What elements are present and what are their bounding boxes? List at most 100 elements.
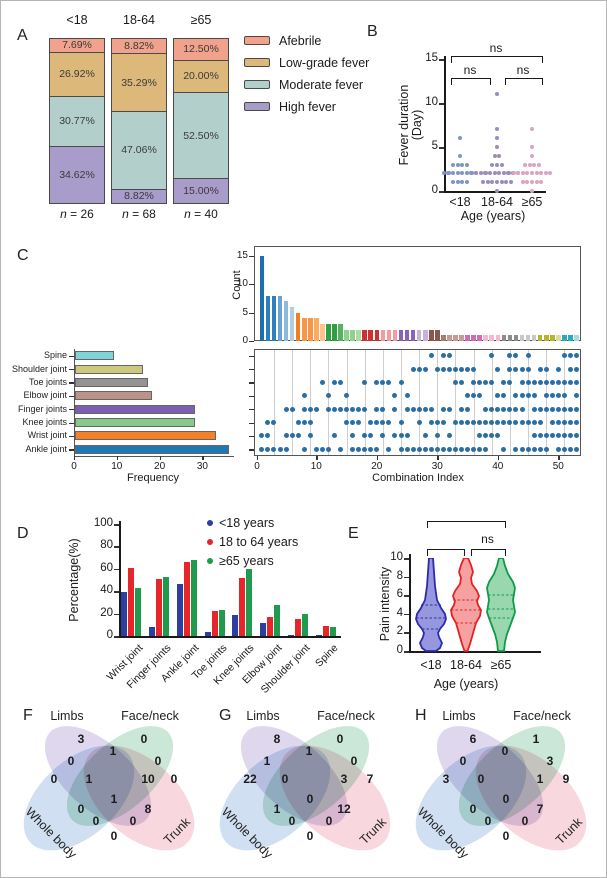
- panel-c-combination-axis-label: Combination Index: [372, 472, 464, 484]
- matrix-gridline: [292, 350, 294, 455]
- matrix-dot: [459, 406, 464, 412]
- matrix-dot: [507, 379, 513, 385]
- frequency-row-label: Finger joints: [17, 403, 67, 414]
- matrix-dot: [495, 393, 501, 399]
- frequency-row-tick: [69, 449, 74, 451]
- matrix-dot: [465, 406, 471, 412]
- frequency-row-label: Elbow joint: [23, 390, 67, 401]
- count-bar: [562, 335, 567, 341]
- matrix-dot: [307, 420, 313, 426]
- segment-value-label: 34.62%: [59, 169, 95, 182]
- matrix-dot: [477, 446, 483, 452]
- stacked-bar-segment: 8.82%: [112, 188, 166, 203]
- matrix-dot: [537, 433, 543, 439]
- matrix-row-tick: [249, 435, 254, 438]
- count-bar: [362, 329, 367, 341]
- frequency-bar: [75, 364, 144, 374]
- matrix-dot: [543, 366, 549, 372]
- venn-region-count-wholebody_faceneck: 0: [77, 802, 85, 816]
- percentage-bar: [274, 604, 280, 636]
- matrix-dot: [561, 353, 567, 359]
- frequency-row-label: Shoulder joint: [11, 363, 67, 374]
- data-point: [497, 153, 502, 158]
- matrix-dot: [338, 379, 343, 385]
- matrix-dot: [519, 393, 525, 399]
- venn-set-label-limbs: Limbs: [442, 709, 476, 723]
- matrix-dot: [422, 446, 428, 452]
- frequency-row-label: Spine: [43, 350, 67, 361]
- count-bar: [495, 335, 501, 341]
- venn-region-count-wholebody_limbs_trunk: 0: [325, 814, 333, 828]
- y-tick: [114, 613, 119, 616]
- data-point: [485, 180, 490, 185]
- venn-region-count-faceneck: 0: [140, 732, 148, 746]
- data-point: [492, 171, 497, 176]
- venn-region-count-wholebody_trunk: 0: [502, 829, 510, 843]
- matrix-dot: [561, 420, 567, 426]
- legend-swatch: [244, 58, 270, 67]
- venn-region-count-wholebody_faceneck_trunk: 0: [484, 814, 492, 828]
- venn-region-count-all: 1: [110, 792, 118, 806]
- count-bar: [447, 335, 452, 341]
- data-point: [494, 180, 500, 185]
- count-bar: [314, 318, 319, 341]
- matrix-dot: [440, 406, 446, 412]
- panel-g-letter: G: [219, 707, 232, 724]
- matrix-dot: [452, 420, 458, 426]
- venn-region-count-wholebody_faceneck: 1: [273, 802, 281, 816]
- segment-value-label: 47.06%: [121, 144, 157, 157]
- data-point: [490, 162, 495, 167]
- y-tick: [439, 191, 444, 193]
- y-tick: [404, 558, 409, 560]
- matrix-dot: [446, 446, 452, 452]
- y-axis-line: [409, 554, 411, 651]
- matrix-dot: [338, 406, 343, 412]
- x-tick-label: 18-64: [450, 658, 482, 672]
- count-bar: [259, 255, 265, 341]
- count-y-tick: [249, 341, 254, 343]
- matrix-dot: [301, 393, 307, 399]
- matrix-dot: [501, 420, 507, 426]
- frequency-x-tick-label: 10: [111, 461, 123, 472]
- percentage-bar: [191, 559, 197, 636]
- data-point: [460, 162, 465, 167]
- y-tick: [114, 568, 119, 571]
- significance-bracket: [505, 78, 543, 85]
- percentage-bar: [260, 622, 266, 636]
- matrix-gridline: [346, 350, 348, 455]
- data-point: [525, 171, 530, 176]
- matrix-dot: [519, 366, 525, 372]
- count-bar: [295, 312, 301, 341]
- percentage-bar: [330, 627, 336, 636]
- matrix-dot: [416, 366, 422, 372]
- count-bar: [525, 335, 531, 341]
- count-bar: [320, 323, 325, 341]
- count-bar: [374, 329, 380, 341]
- matrix-dot: [561, 393, 567, 399]
- y-tick-label: 10: [425, 96, 438, 108]
- matrix-dot: [489, 406, 495, 412]
- matrix-dot: [404, 406, 410, 412]
- matrix-dot: [549, 393, 555, 399]
- matrix-dot: [446, 406, 452, 412]
- count-bar: [477, 335, 482, 341]
- data-point: [464, 180, 469, 185]
- matrix-dot: [374, 379, 380, 385]
- data-point: [446, 171, 451, 176]
- count-bar: [428, 329, 434, 341]
- matrix-dot: [477, 393, 483, 399]
- violin-shape: [415, 558, 447, 652]
- matrix-dot: [567, 353, 573, 359]
- data-point: [457, 153, 463, 158]
- data-point: [529, 153, 535, 158]
- matrix-dot: [344, 393, 350, 399]
- panel-a-letter: A: [17, 27, 28, 44]
- stacked-bar-segment: 30.77%: [50, 95, 104, 147]
- significance-label: ns: [516, 63, 530, 77]
- matrix-plot-box: [254, 349, 581, 456]
- x-tick-label: <18: [449, 195, 471, 209]
- matrix-dot: [501, 406, 507, 412]
- matrix-row-tick: [249, 382, 254, 384]
- matrix-dot: [531, 446, 537, 452]
- count-bar: [574, 335, 579, 341]
